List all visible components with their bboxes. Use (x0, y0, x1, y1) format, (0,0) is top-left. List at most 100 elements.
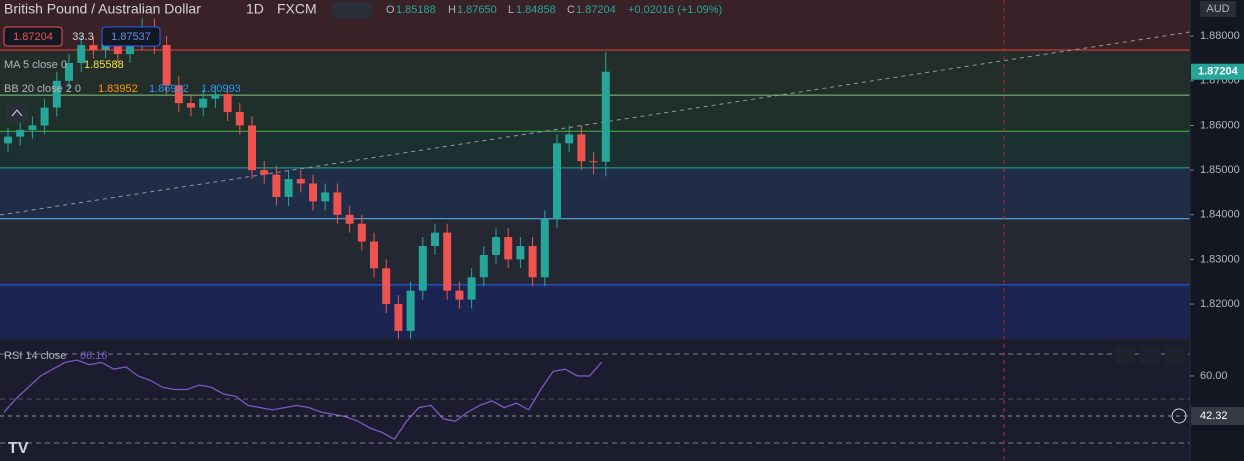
sell-price[interactable]: 1.87204 (13, 31, 53, 43)
candle-body (382, 268, 391, 305)
visibility-toggle[interactable] (332, 2, 372, 18)
candle-body (223, 94, 232, 113)
ohlc-value: 1.87650 (457, 4, 497, 16)
ohlc-key: C (567, 4, 575, 16)
candle-body (211, 94, 220, 99)
rsi (3, 359, 603, 441)
spread: 33.3 (72, 31, 93, 43)
y-tick-label: 1.84000 (1200, 209, 1240, 221)
y-tick-label: 1.82000 (1200, 298, 1240, 310)
currency[interactable]: AUD (1206, 3, 1229, 15)
fib-bands (0, 0, 1190, 338)
candle-body (260, 170, 269, 175)
pane-maximize-button[interactable] (1165, 346, 1185, 364)
sell-button[interactable] (3, 26, 63, 47)
axis-labels: 1.820001.830001.840001.850001.860001.870… (1190, 30, 1244, 382)
candle-body (492, 237, 500, 255)
candle-body (577, 134, 586, 162)
crosshair-label: 42.32 (1200, 410, 1228, 422)
rsi-value: 66.16 (80, 350, 108, 362)
candle-body (479, 254, 488, 278)
candle-body (65, 62, 73, 81)
candle-body (504, 237, 513, 260)
candle-body (333, 192, 342, 215)
candle-body (345, 214, 354, 224)
candle-body (431, 232, 439, 247)
candle-body (162, 45, 171, 86)
fib-band (0, 0, 1190, 51)
currency-box[interactable] (1200, 1, 1236, 17)
interval: 1D (246, 1, 264, 17)
collapse-button[interactable] (6, 103, 28, 123)
candle-body (589, 161, 598, 163)
last-price-label: 1.87204 (1198, 66, 1239, 78)
ohlc-key: L (508, 4, 514, 16)
fib-band (0, 167, 1190, 219)
source: FXCM (277, 1, 317, 17)
candle-body (467, 277, 476, 300)
pane-close-button[interactable] (1140, 346, 1160, 364)
candle-body (52, 80, 61, 108)
rsi-pane (0, 340, 1190, 461)
candle-body (406, 290, 415, 331)
candle-body (357, 223, 366, 242)
crosshair-box (1191, 406, 1244, 425)
candle-body (284, 179, 293, 197)
logo: TV (8, 440, 29, 457)
candle-body (309, 183, 317, 202)
buy-price[interactable]: 1.87537 (111, 31, 151, 43)
candle-body (296, 179, 305, 184)
y-tick-label: 1.83000 (1200, 253, 1240, 265)
candle-body (4, 136, 12, 144)
symbol: British Pound / Australian Dollar (4, 1, 201, 17)
candle-body (443, 232, 452, 291)
ohlc-value: 1.84858 (516, 4, 556, 16)
indicator-value: 1.86912 (149, 83, 189, 95)
candle-body (187, 103, 195, 108)
indicator-name: MA 5 close 0 (4, 59, 67, 71)
candle-body (516, 246, 525, 260)
candle-body (601, 71, 610, 162)
candles (4, 18, 610, 340)
ohlc-value: 1.87204 (576, 4, 616, 16)
candle-body (418, 246, 427, 291)
candle-body (370, 241, 378, 269)
candle-body (126, 40, 134, 55)
fib-band (0, 131, 1190, 168)
last-price-box (1191, 63, 1244, 80)
candle-body (199, 98, 208, 108)
candle-body (394, 304, 403, 331)
candle-body (528, 246, 537, 278)
collapse-icon (11, 109, 23, 117)
candle-body (540, 219, 549, 278)
ohlc-key: H (448, 4, 456, 16)
y-tick-label: 1.85000 (1200, 164, 1240, 176)
candle-body (40, 107, 49, 126)
fib-band (0, 218, 1190, 285)
y-tick-label: 1.88000 (1200, 30, 1240, 42)
indicator-value: 1.80993 (201, 83, 241, 95)
indicator-name: BB 20 close 2 0 (4, 83, 81, 95)
candle-body (248, 125, 256, 171)
pane-up-button[interactable] (1115, 346, 1135, 364)
candle-body (272, 174, 281, 197)
trend-line (0, 31, 1191, 216)
y-tick-label: 1.86000 (1200, 119, 1240, 131)
fib-band (0, 284, 1190, 338)
indicator-value: 1.83952 (98, 83, 138, 95)
buy-button[interactable] (101, 26, 161, 47)
candle-body (174, 85, 183, 104)
candle-body (77, 45, 86, 63)
ohlc-key: O (386, 4, 395, 16)
fib-band (0, 95, 1190, 132)
rsi-name: RSI 14 close (4, 350, 66, 362)
fib-band (0, 50, 1190, 96)
candle-body (16, 129, 25, 137)
indicator-value: 1.85588 (84, 59, 124, 71)
ohlc-value: 1.85188 (396, 4, 436, 16)
candle-body (235, 112, 244, 126)
candle-body (455, 290, 464, 300)
candle-body (89, 45, 98, 50)
rsi-line (3, 359, 603, 441)
